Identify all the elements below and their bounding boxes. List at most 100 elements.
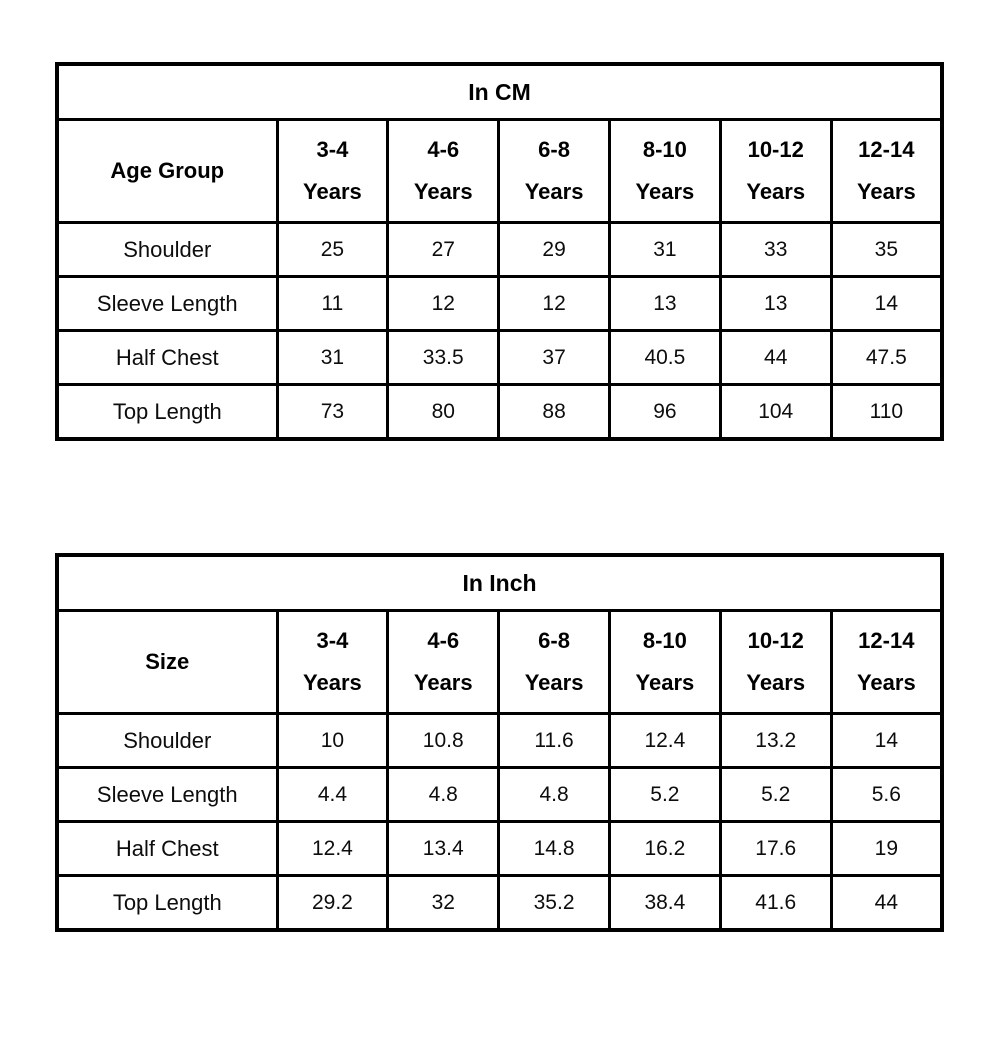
age-unit: Years xyxy=(413,178,473,204)
age-range: 3-4 xyxy=(316,137,349,163)
row-label: Sleeve Length xyxy=(55,275,279,332)
table-row: Shoulder 10 10.8 11.6 12.4 13.2 14 xyxy=(55,712,944,769)
age-unit: Years xyxy=(856,178,916,204)
data-cell: 80 xyxy=(386,383,501,441)
table-row: Sleeve Length 11 12 12 13 13 14 xyxy=(55,275,944,332)
data-cell: 4.8 xyxy=(386,766,501,823)
age-range: 3-4 xyxy=(316,628,349,654)
table-row: Top Length 29.2 32 35.2 38.4 41.6 44 xyxy=(55,874,944,932)
corner-header: Size xyxy=(55,609,279,715)
data-cell: 33.5 xyxy=(386,329,501,386)
data-cell: 35.2 xyxy=(497,874,611,932)
data-cell: 33 xyxy=(718,221,833,278)
age-range: 10-12 xyxy=(747,628,804,654)
data-cell: 5.6 xyxy=(829,766,944,823)
data-cell: 29.2 xyxy=(275,874,390,932)
data-cell: 88 xyxy=(497,383,611,441)
table-row: Sleeve Length 4.4 4.8 4.8 5.2 5.2 5.6 xyxy=(55,766,944,823)
age-unit: Years xyxy=(524,669,584,695)
column-header: 8-10 Years xyxy=(607,118,722,224)
column-header: 6-8 Years xyxy=(497,609,611,715)
column-header: 3-4 Years xyxy=(275,609,390,715)
data-cell: 110 xyxy=(829,383,944,441)
size-chart-inch-table: In Inch Size 3-4 Years 4-6 Years 6-8 Yea… xyxy=(55,553,944,932)
age-unit: Years xyxy=(303,669,362,695)
size-chart-cm-table: In CM Age Group 3-4 Years 4-6 Years 6-8 … xyxy=(55,62,944,441)
age-unit: Years xyxy=(635,178,695,204)
data-cell: 12.4 xyxy=(607,712,722,769)
row-label: Top Length xyxy=(55,383,279,441)
age-range: 10-12 xyxy=(747,137,804,163)
age-unit: Years xyxy=(413,669,473,695)
age-range: 4-6 xyxy=(427,137,460,163)
data-cell: 10.8 xyxy=(386,712,501,769)
data-cell: 19 xyxy=(829,820,944,877)
age-range: 8-10 xyxy=(642,137,687,163)
row-label: Sleeve Length xyxy=(55,766,279,823)
data-cell: 13 xyxy=(718,275,833,332)
table-title-row: In Inch xyxy=(55,553,944,612)
data-cell: 37 xyxy=(497,329,611,386)
row-label: Half Chest xyxy=(55,820,279,877)
column-header: 12-14 Years xyxy=(829,609,944,715)
data-cell: 35 xyxy=(829,221,944,278)
data-cell: 10 xyxy=(275,712,390,769)
data-cell: 4.8 xyxy=(497,766,611,823)
data-cell: 25 xyxy=(275,221,390,278)
data-cell: 40.5 xyxy=(607,329,722,386)
data-cell: 14 xyxy=(829,712,944,769)
data-cell: 12 xyxy=(497,275,611,332)
row-label: Top Length xyxy=(55,874,279,932)
data-cell: 73 xyxy=(275,383,390,441)
corner-header: Age Group xyxy=(55,118,279,224)
data-cell: 38.4 xyxy=(607,874,722,932)
data-cell: 41.6 xyxy=(718,874,833,932)
age-unit: Years xyxy=(746,669,806,695)
data-cell: 47.5 xyxy=(829,329,944,386)
table-row: Half Chest 12.4 13.4 14.8 16.2 17.6 19 xyxy=(55,820,944,877)
data-cell: 44 xyxy=(829,874,944,932)
column-header-row: Size 3-4 Years 4-6 Years 6-8 Years 8-10 … xyxy=(55,609,944,715)
data-cell: 5.2 xyxy=(718,766,833,823)
row-label: Shoulder xyxy=(55,221,279,278)
data-cell: 16.2 xyxy=(607,820,722,877)
data-cell: 96 xyxy=(607,383,722,441)
data-cell: 44 xyxy=(718,329,833,386)
table-title: In Inch xyxy=(55,553,944,612)
data-cell: 11 xyxy=(275,275,390,332)
row-label: Shoulder xyxy=(55,712,279,769)
column-header: 10-12 Years xyxy=(718,118,833,224)
data-cell: 13.4 xyxy=(386,820,501,877)
data-cell: 31 xyxy=(607,221,722,278)
data-cell: 17.6 xyxy=(718,820,833,877)
data-cell: 11.6 xyxy=(497,712,611,769)
data-cell: 32 xyxy=(386,874,501,932)
data-cell: 12.4 xyxy=(275,820,390,877)
size-chart-page: { "page": { "background": "#ffffff", "bo… xyxy=(0,62,1000,1062)
data-cell: 5.2 xyxy=(607,766,722,823)
table-title: In CM xyxy=(55,62,944,121)
column-header: 4-6 Years xyxy=(386,609,501,715)
age-range: 12-14 xyxy=(858,137,915,163)
column-header: 4-6 Years xyxy=(386,118,501,224)
data-cell: 12 xyxy=(386,275,501,332)
table-row: Shoulder 25 27 29 31 33 35 xyxy=(55,221,944,278)
age-range: 6-8 xyxy=(538,137,570,163)
age-unit: Years xyxy=(856,669,916,695)
column-header: 12-14 Years xyxy=(829,118,944,224)
data-cell: 14.8 xyxy=(497,820,611,877)
data-cell: 104 xyxy=(718,383,833,441)
data-cell: 27 xyxy=(386,221,501,278)
age-range: 8-10 xyxy=(642,628,687,654)
table-row: Half Chest 31 33.5 37 40.5 44 47.5 xyxy=(55,329,944,386)
data-cell: 14 xyxy=(829,275,944,332)
table-row: Top Length 73 80 88 96 104 110 xyxy=(55,383,944,441)
data-cell: 31 xyxy=(275,329,390,386)
age-range: 12-14 xyxy=(858,628,915,654)
age-range: 4-6 xyxy=(427,628,460,654)
column-header: 3-4 Years xyxy=(275,118,390,224)
age-range: 6-8 xyxy=(538,628,570,654)
data-cell: 4.4 xyxy=(275,766,390,823)
column-header: 8-10 Years xyxy=(607,609,722,715)
table-title-row: In CM xyxy=(55,62,944,121)
